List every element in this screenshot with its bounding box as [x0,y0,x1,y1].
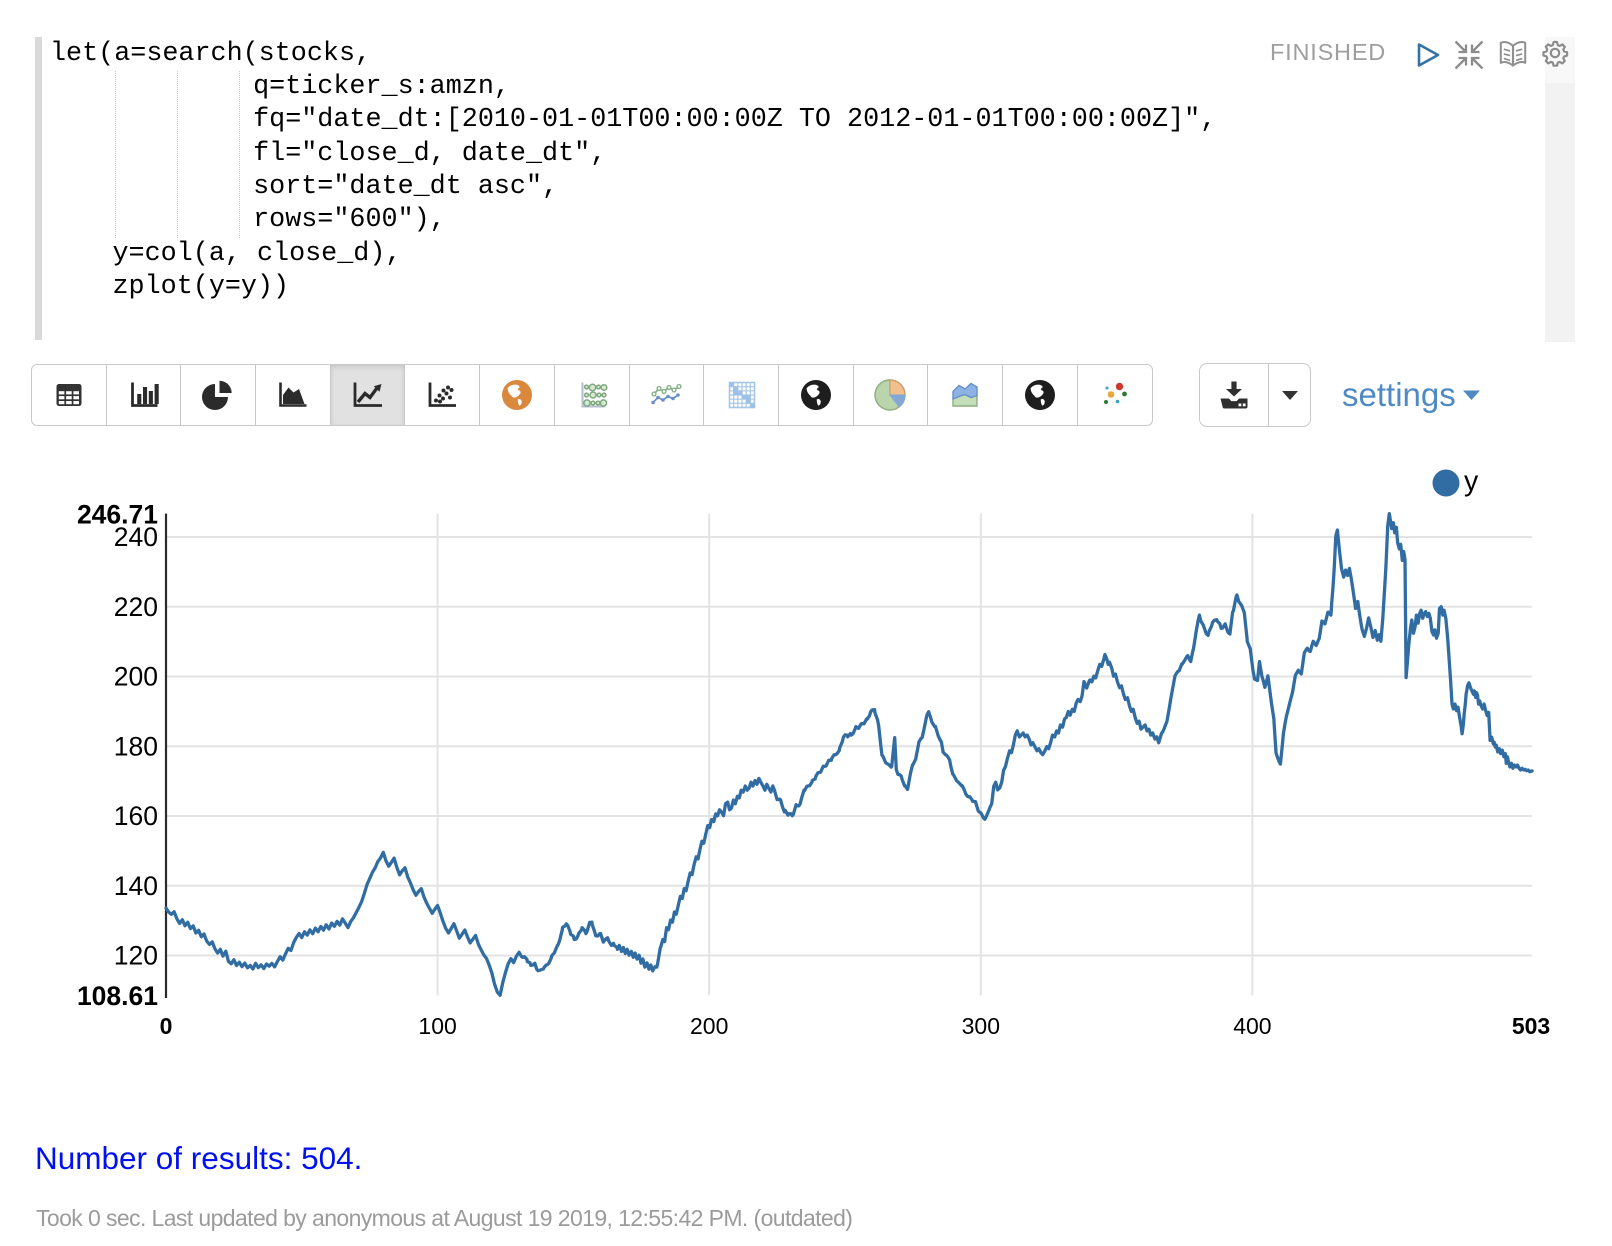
svg-text:300: 300 [962,1013,1000,1039]
svg-text:246.71: 246.71 [77,500,158,530]
svg-text:220: 220 [114,592,158,622]
svg-text:140: 140 [114,871,158,901]
svg-text:0: 0 [160,1013,173,1039]
svg-text:503: 503 [1512,1013,1550,1039]
svg-text:100: 100 [418,1013,456,1039]
svg-text:180: 180 [114,732,158,762]
svg-text:200: 200 [114,662,158,692]
svg-text:120: 120 [114,941,158,971]
svg-text:200: 200 [690,1013,728,1039]
svg-text:y: y [1464,466,1479,498]
svg-text:160: 160 [114,801,158,831]
svg-text:240: 240 [114,522,158,552]
svg-text:400: 400 [1233,1013,1271,1039]
svg-text:108.61: 108.61 [77,981,158,1011]
